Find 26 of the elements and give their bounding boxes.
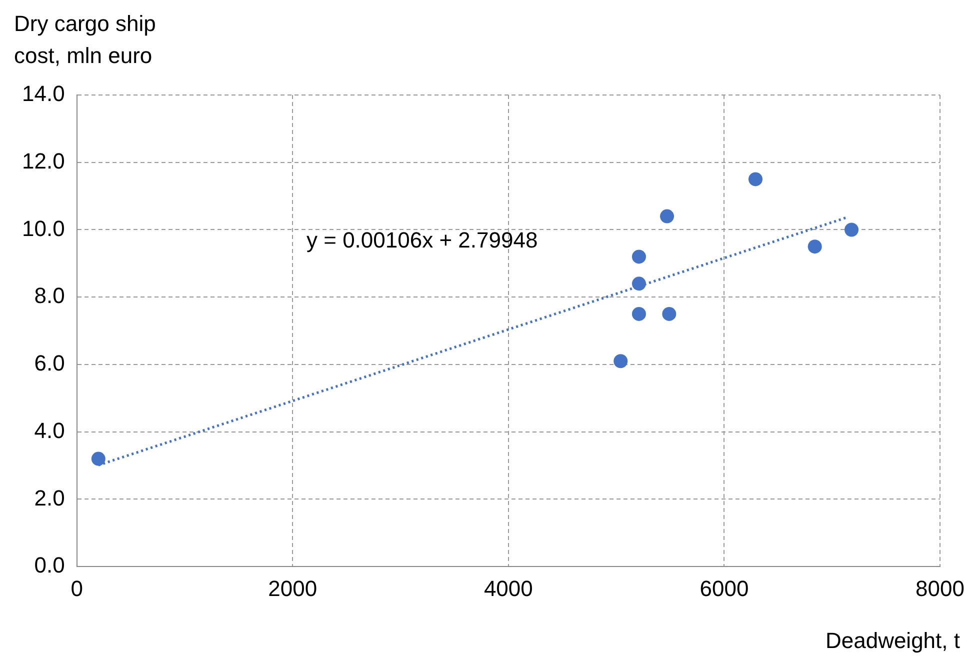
point bbox=[632, 276, 646, 291]
point bbox=[844, 222, 859, 237]
y-axis-title: Dry cargo ship cost, mln euro bbox=[14, 10, 157, 70]
x-tick-label: 0 bbox=[70, 576, 83, 601]
point bbox=[808, 240, 822, 254]
y-tick-label: 10.0 bbox=[22, 216, 65, 241]
point bbox=[632, 306, 646, 321]
point bbox=[748, 172, 762, 186]
y-tick-label: 14.0 bbox=[22, 81, 65, 106]
y-tick-label: 12.0 bbox=[22, 148, 65, 174]
point bbox=[614, 354, 628, 368]
annotation: y = 0.00106x + 2.79948 bbox=[306, 227, 538, 252]
y-tick-label: 2.0 bbox=[34, 485, 65, 510]
x-tick-label: 8000 bbox=[916, 576, 964, 601]
point bbox=[632, 250, 646, 264]
y-tick-label: 6.0 bbox=[34, 350, 65, 376]
y-tick-label: 0.0 bbox=[34, 552, 65, 578]
x-tick-label: 2000 bbox=[268, 576, 318, 601]
x-tick-label: 6000 bbox=[700, 576, 749, 601]
point bbox=[660, 209, 674, 224]
y-tick-label: 8.0 bbox=[34, 283, 65, 308]
point bbox=[662, 306, 676, 321]
point bbox=[91, 452, 106, 466]
x-tick-label: 4000 bbox=[484, 576, 533, 601]
x-axis-title: Deadweight, t bbox=[825, 628, 960, 654]
y-tick-label: 4.0 bbox=[34, 418, 65, 443]
